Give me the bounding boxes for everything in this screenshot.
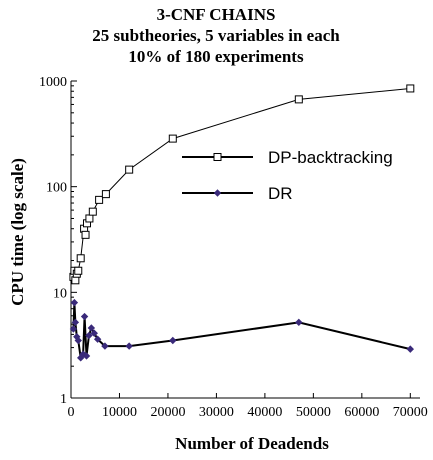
data-point: [406, 84, 415, 93]
data-point: [90, 329, 98, 337]
legend-swatch-marker: [213, 189, 222, 197]
x-axis-label: Number of Deadends: [175, 434, 329, 453]
x-tick-label: 0: [68, 405, 75, 420]
legend-label: DR: [268, 184, 293, 203]
chart-title-line-1: 3-CNF CHAINS: [157, 5, 276, 24]
data-point: [95, 195, 104, 204]
data-point: [71, 318, 80, 327]
data-point: [80, 312, 89, 321]
series-line: [72, 87, 411, 281]
y-tick-label: 1000: [39, 75, 67, 90]
series-dp-backtracking: [69, 84, 415, 285]
series-dr: [69, 298, 415, 362]
data-point: [74, 266, 83, 275]
data-point: [82, 352, 91, 360]
chart-title: 3-CNF CHAINS 25 subtheories, 5 variables…: [92, 5, 340, 66]
x-tick-label: 50000: [296, 405, 331, 420]
data-point: [125, 342, 133, 350]
data-point: [74, 336, 82, 345]
data-point: [101, 190, 110, 199]
data-point: [93, 335, 102, 343]
data-point: [69, 325, 78, 333]
legend-swatch-marker: [213, 153, 222, 161]
series-line: [72, 302, 411, 361]
data-point: [85, 331, 93, 340]
data-point: [169, 336, 177, 345]
data-point: [70, 298, 79, 307]
data-point: [85, 214, 94, 223]
plot-area: 0 10000 20000 30000 40000 50000 60000 70000 1 10 1…: [39, 75, 428, 420]
data-point: [81, 230, 90, 239]
legend-entry: DP-backtracking: [182, 148, 393, 167]
data-point: [406, 345, 415, 353]
x-tick-label: 10000: [102, 405, 137, 420]
y-tick-label: 10: [53, 286, 67, 301]
data-point: [88, 207, 97, 216]
data-point: [294, 95, 303, 104]
legend-label: DP-backtracking: [268, 148, 393, 167]
data-point: [71, 276, 80, 285]
y-tick-label: 100: [46, 181, 67, 196]
y-axis-label: CPU time (log scale): [8, 158, 27, 306]
data-point: [295, 318, 303, 327]
x-tick-label: 70000: [393, 405, 428, 420]
legend-entry: DR: [182, 184, 293, 203]
data-point: [76, 254, 85, 263]
x-tick-label: 40000: [247, 405, 282, 420]
x-tick-label: 30000: [199, 405, 234, 420]
data-point: [125, 165, 134, 174]
data-point: [87, 324, 96, 332]
chart-title-line-2: 25 subtheories, 5 variables in each: [92, 26, 340, 45]
legend: DP-backtracking DR: [182, 148, 393, 203]
data-point: [168, 134, 177, 143]
y-tick-label: 1: [60, 392, 67, 407]
chart-title-line-3: 10% of 180 experiments: [128, 47, 304, 66]
x-tick-label: 20000: [150, 405, 185, 420]
x-tick-label: 60000: [344, 405, 379, 420]
data-point: [101, 342, 109, 350]
